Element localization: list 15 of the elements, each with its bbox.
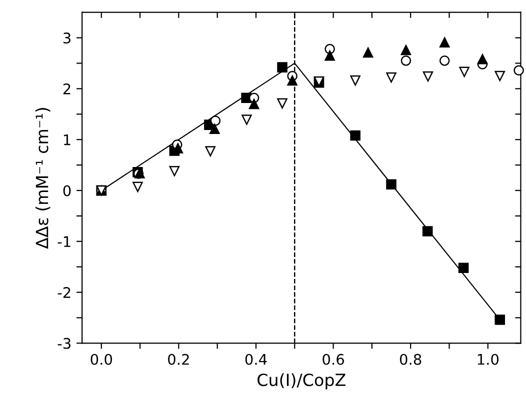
- x-tick-label: 1.0: [478, 354, 499, 365]
- x-tick-label: 0.4: [245, 354, 267, 365]
- y-axis-title: ΔΔε (mM⁻¹ cm⁻¹): [35, 108, 50, 249]
- y-tick-label: -3: [58, 338, 70, 349]
- y-tick-label: -2: [58, 287, 70, 298]
- x-axis-title: Cu(I)/CopZ: [258, 373, 346, 390]
- y-tick-label: 2: [63, 83, 70, 94]
- x-tick-label: 0.6: [322, 354, 344, 365]
- x-tick-label: 0.0: [90, 354, 112, 365]
- x-tick-label: 0.2: [168, 354, 189, 365]
- y-tick-label: -1: [58, 236, 70, 247]
- y-tick-label: 0: [63, 185, 71, 196]
- y-tick-label: 3: [63, 32, 70, 44]
- y-tick-label: 1: [64, 134, 70, 146]
- x-tick-label: 0.8: [400, 354, 422, 365]
